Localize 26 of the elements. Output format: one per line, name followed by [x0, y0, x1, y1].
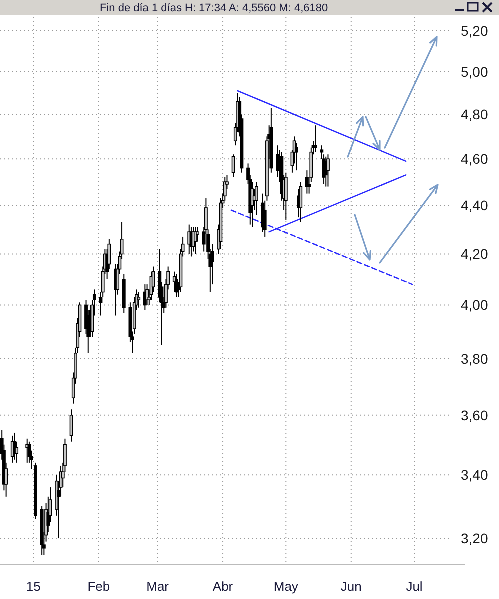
y-tick-label: 4,60	[461, 151, 488, 168]
x-tick-label: Jul	[406, 579, 423, 594]
y-tick-label: 4,40	[461, 198, 488, 214]
candlestick	[70, 409, 74, 442]
x-tick-label: May	[274, 579, 299, 594]
y-tick-label: 4,00	[461, 297, 488, 314]
candlestick	[326, 154, 330, 188]
x-tick-label: Feb	[88, 579, 110, 594]
x-tick-label: Jun	[340, 579, 362, 594]
candlestick	[194, 226, 198, 255]
chart-title: Fin de día 1 días H: 17:34 A: 4,5560 M: 4,6180	[100, 2, 328, 14]
y-tick-label: 3,40	[461, 467, 488, 484]
x-tick-label: 15	[26, 579, 41, 594]
candlestick	[314, 125, 318, 153]
y-tick-label: 5,20	[461, 22, 488, 39]
x-tick-label: Mar	[146, 579, 170, 594]
candlestick	[232, 154, 236, 178]
candlestick	[299, 182, 303, 223]
candlestick	[137, 292, 141, 308]
y-tick-label: 4,80	[461, 106, 488, 123]
x-tick-label: Abr	[212, 579, 234, 594]
y-tick-label: 3,60	[461, 407, 488, 424]
y-tick-label: 5,00	[461, 64, 488, 80]
y-tick-label: 3,20	[461, 530, 488, 546]
y-tick-label: 3,80	[461, 350, 488, 367]
y-tick-label: 4,20	[461, 246, 488, 262]
